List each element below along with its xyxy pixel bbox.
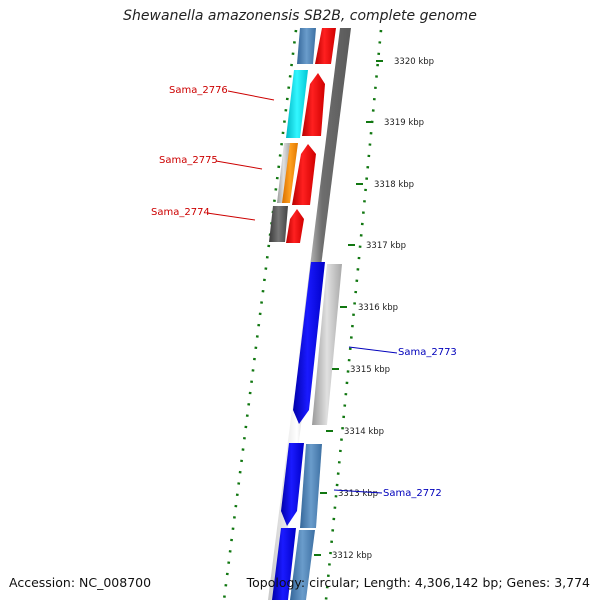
tick-track-outer [324,29,383,600]
gene-label-leader [333,489,383,494]
tick-label: 3314 kbp [344,427,384,437]
gene-feature [292,144,316,205]
gene-feature [286,209,304,243]
gene-feature [269,206,288,242]
gene-feature [282,143,298,203]
gene-label[interactable]: Sama_2774 [151,207,210,218]
gene-feature [281,443,304,526]
tick-label: 3319 kbp [384,118,424,128]
gene-feature [300,444,322,528]
tick-label: 3312 kbp [332,551,372,561]
gene-feature [302,73,325,136]
gene-label[interactable]: Sama_2775 [159,155,218,166]
gene-label-leader [215,160,263,170]
gene-label[interactable]: Sama_2776 [169,85,228,96]
tick-label: 3316 kbp [358,303,398,313]
tick-label: 3320 kbp [394,57,434,67]
gene-feature [286,70,308,138]
gene-label-leader [227,90,275,101]
gene-feature [272,528,296,600]
gene-feature [315,28,336,64]
gene-label-leader [206,212,256,221]
tick-label: 3318 kbp [374,180,414,190]
accession-text: Accession: NC_008700 [9,575,152,590]
reverse-genes [272,262,325,600]
gene-feature [293,262,325,424]
map-title: Shewanella amazonensis SB2B, complete ge… [123,8,477,24]
misc-genes-outer [290,264,342,600]
gene-label[interactable]: Sama_2773 [398,347,457,358]
misc-genes-inner [269,28,316,242]
topology-summary: Topology: circular; Length: 4,306,142 bp… [246,575,590,590]
tick-label: 3317 kbp [366,241,406,251]
forward-genes [286,28,336,243]
tick-label: 3315 kbp [350,365,390,375]
gene-label-leader [348,346,398,354]
gene-feature [312,264,342,425]
gene-feature [277,143,290,203]
gene-feature [290,530,315,600]
gene-feature [297,28,316,64]
gene-labels: Sama_2776 Sama_2775 Sama_2774 Sama_2773 Sama… [151,85,457,499]
gene-label[interactable]: Sama_2772 [383,488,442,499]
scale-ticks: 3320 kbp 3319 kbp 3318 kbp 3317 kbp 3316 kbp… [314,57,434,561]
tick-label: 3313 kbp [338,489,378,499]
